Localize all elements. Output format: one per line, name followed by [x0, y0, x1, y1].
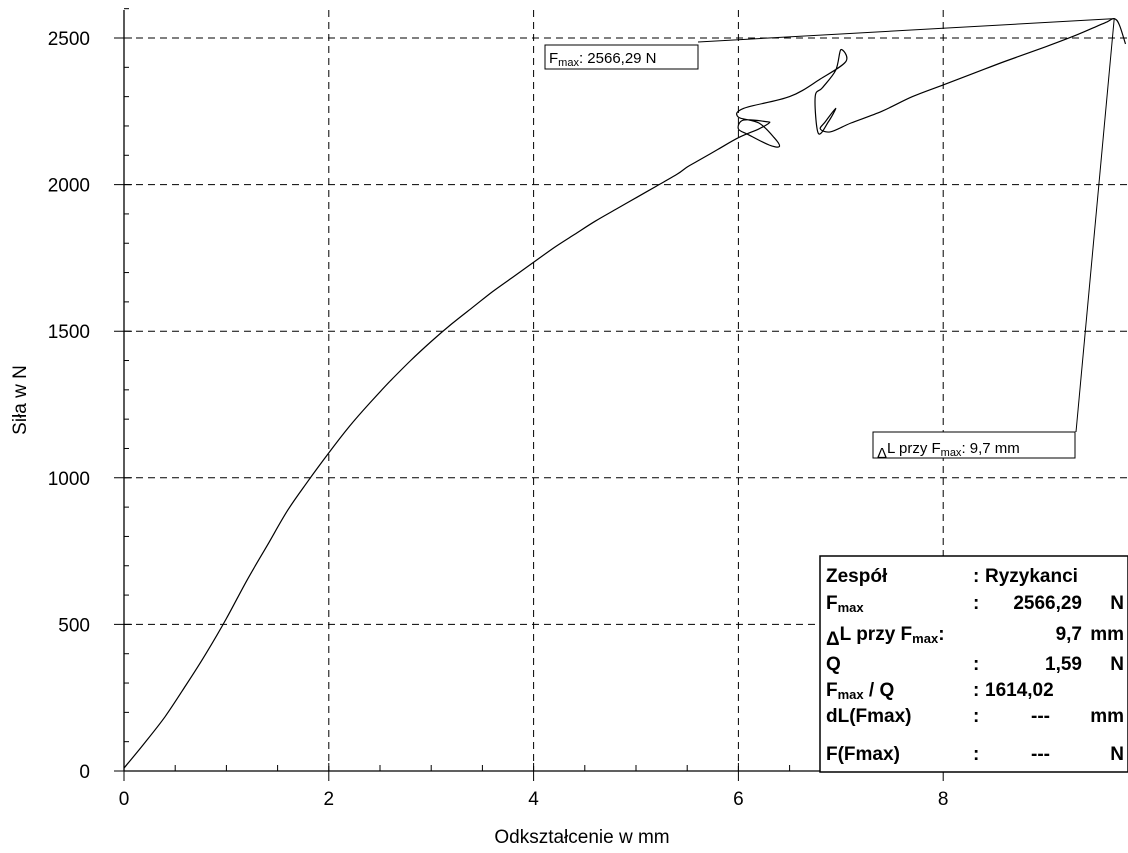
svg-text::: :: [973, 566, 979, 587]
y-tick-label: 0: [79, 762, 90, 783]
delta-symbol: Δ: [877, 445, 887, 462]
info-row-f-fmax: F(Fmax) : --- N: [826, 744, 1124, 765]
annotation-dl-text: ΔL przy Fmax: 9,7 mm: [877, 440, 1020, 462]
svg-text:Fmax: Fmax: [826, 593, 864, 615]
info-row-fmax: Fmax : 2566,29 N: [826, 593, 1124, 615]
svg-text:N: N: [1110, 593, 1124, 614]
y-tick-label: 2500: [48, 29, 90, 50]
y-tick-label: 500: [58, 615, 90, 636]
annotation-leader-lines: [697, 18, 1115, 433]
svg-text:1614,02: 1614,02: [985, 680, 1054, 701]
y-axis-title: Siła w N: [10, 365, 31, 435]
svg-text::: :: [973, 654, 979, 675]
svg-text::: :: [973, 680, 979, 701]
svg-text:dL(Fmax): dL(Fmax): [826, 706, 912, 727]
info-row-dl: ΔL przy Fmax: 9,7 mm: [826, 624, 1124, 650]
svg-text:mm: mm: [1090, 624, 1124, 645]
svg-text:ΔL przy Fmax:: ΔL przy Fmax:: [826, 624, 945, 650]
y-tick-label: 2000: [48, 176, 90, 197]
x-tick-label: 8: [938, 789, 949, 810]
svg-text:N: N: [1110, 654, 1124, 675]
annotation-dl: ΔL przy Fmax: 9,7 mm: [872, 431, 1076, 462]
svg-text:1,59: 1,59: [1045, 654, 1082, 675]
y-tick-label: 1000: [48, 469, 90, 490]
svg-text::: :: [973, 706, 979, 727]
delta-symbol: Δ: [826, 629, 840, 650]
grid-lines: [124, 10, 1128, 771]
y-tick-label: 1500: [48, 322, 90, 343]
svg-text:---: ---: [1031, 706, 1050, 727]
series-line: [123, 17, 1127, 769]
svg-text:9,7: 9,7: [1056, 624, 1082, 645]
info-row-dl-fmax: dL(Fmax) : --- mm: [826, 706, 1124, 727]
annotation-fmax-leader: [697, 18, 1115, 43]
x-axis-title: Odkształcenie w mm: [494, 827, 669, 848]
info-table-box: [819, 555, 1128, 773]
tick-labels: 0 500 1000 1500 2000 2500 0 2 4 6 8: [48, 29, 949, 810]
annotation-dl-leader: [1075, 18, 1115, 433]
annotation-fmax-box: [544, 44, 699, 70]
svg-text:Q: Q: [826, 654, 841, 675]
svg-text:F(Fmax): F(Fmax): [826, 744, 900, 765]
info-row-q: Q : 1,59 N: [826, 654, 1124, 675]
svg-text:Ryzykanci: Ryzykanci: [985, 566, 1078, 587]
svg-text:mm: mm: [1090, 706, 1124, 727]
annotation-dl-box: [872, 431, 1076, 459]
svg-text:Fmax / Q: Fmax / Q: [826, 680, 894, 702]
x-tick-label: 6: [733, 789, 744, 810]
svg-text:Zespół: Zespół: [826, 566, 888, 587]
svg-text:2566,29: 2566,29: [1013, 593, 1082, 614]
svg-text::: :: [973, 593, 979, 614]
info-row-ratio: Fmax / Q : 1614,02: [826, 680, 1054, 702]
x-tick-label: 2: [324, 789, 335, 810]
svg-text::: :: [973, 744, 979, 765]
x-tick-label: 4: [528, 789, 539, 810]
info-table: Zespół : Ryzykanci Fmax : 2566,29 N ΔL p…: [819, 555, 1128, 773]
annotation-fmax: Fmax: 2566,29 N: [544, 44, 699, 70]
info-row-team: Zespół : Ryzykanci: [826, 566, 1078, 587]
svg-text:N: N: [1110, 744, 1124, 765]
x-tick-label: 0: [119, 789, 130, 810]
svg-text:---: ---: [1031, 744, 1050, 765]
annotation-fmax-text: Fmax: 2566,29 N: [549, 50, 657, 69]
